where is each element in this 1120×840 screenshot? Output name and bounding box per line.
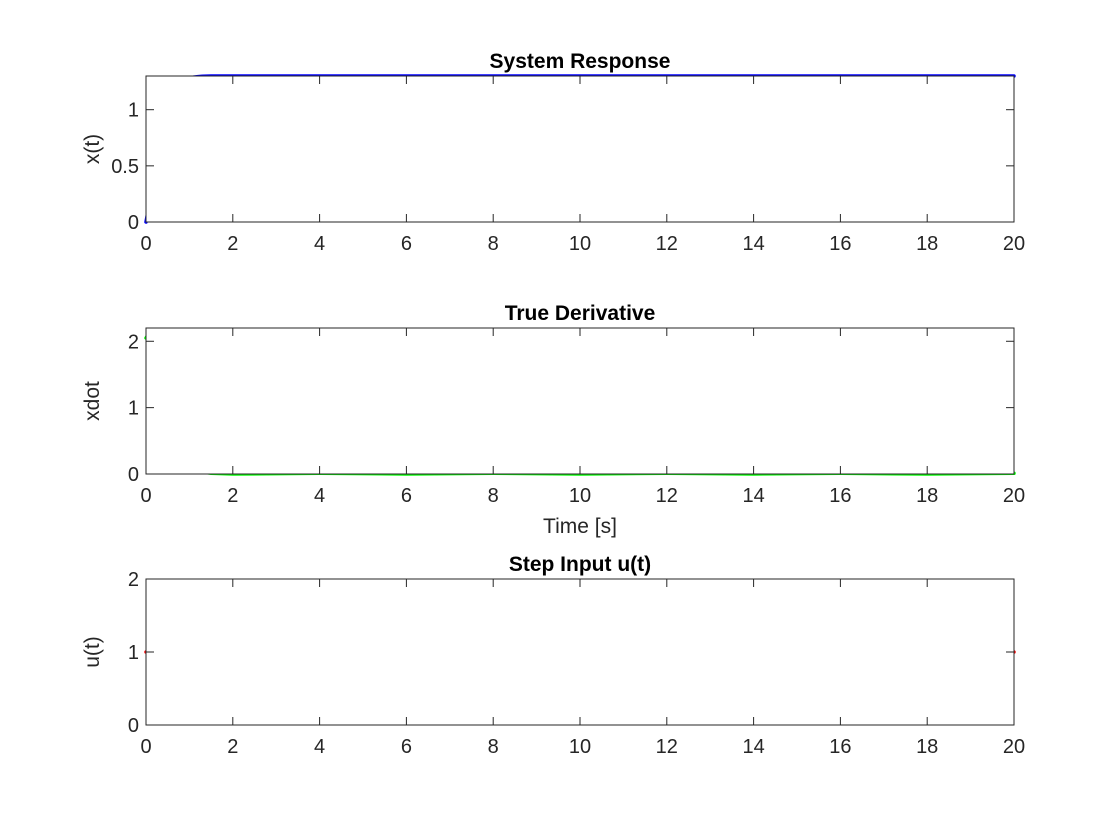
y-tick-label: 2 (128, 331, 139, 353)
y-tick-label: 0.5 (111, 156, 139, 178)
x-tick-label: 12 (656, 233, 678, 255)
x-tick-label: 10 (569, 233, 591, 255)
x-tick-label: 4 (314, 485, 325, 507)
x-tick-label: 12 (656, 485, 678, 507)
y-tick-label: 1 (128, 100, 139, 122)
x-tick-label: 4 (314, 233, 325, 255)
x-tick-label: 14 (742, 485, 764, 507)
x-tick-label: 0 (140, 736, 151, 758)
axes-box (145, 327, 1015, 475)
x-tick-label: 16 (829, 233, 851, 255)
x-tick-label: 2 (227, 736, 238, 758)
x-tick-label: 12 (656, 736, 678, 758)
x-tick-label: 14 (742, 736, 764, 758)
x-tick-label: 0 (140, 233, 151, 255)
x-tick-label: 2 (227, 485, 238, 507)
y-tick-label: 0 (128, 464, 139, 486)
x-tick-label: 6 (401, 233, 412, 255)
x-tick-label: 10 (569, 485, 591, 507)
y-axis-label: x(t) (81, 134, 104, 164)
subplot-title: Step Input u(t) (509, 553, 651, 576)
x-tick-label: 18 (916, 736, 938, 758)
x-tick-label: 16 (829, 736, 851, 758)
x-tick-label: 10 (569, 736, 591, 758)
x-tick-label: 6 (401, 736, 412, 758)
y-tick-label: 1 (128, 642, 139, 664)
y-axis-label: u(t) (81, 636, 104, 668)
x-tick-label: 18 (916, 485, 938, 507)
x-tick-label: 20 (1003, 736, 1025, 758)
x-tick-label: 4 (314, 736, 325, 758)
y-tick-label: 2 (128, 569, 139, 591)
y-axis-label: xdot (81, 381, 104, 421)
x-tick-label: 14 (742, 233, 764, 255)
x-tick-label: 0 (140, 485, 151, 507)
x-tick-label: 20 (1003, 233, 1025, 255)
subplot-title: System Response (490, 50, 671, 73)
x-axis-label: Time [s] (543, 515, 617, 538)
x-tick-label: 6 (401, 485, 412, 507)
x-tick-label: 8 (488, 233, 499, 255)
axes-box (145, 75, 1015, 223)
x-tick-label: 20 (1003, 485, 1025, 507)
x-tick-label: 8 (488, 485, 499, 507)
y-tick-label: 0 (128, 715, 139, 737)
axes-box (145, 578, 1015, 726)
x-tick-label: 8 (488, 736, 499, 758)
y-tick-label: 1 (128, 398, 139, 420)
x-tick-label: 2 (227, 233, 238, 255)
x-tick-label: 16 (829, 485, 851, 507)
x-tick-label: 18 (916, 233, 938, 255)
subplot-title: True Derivative (505, 302, 656, 325)
subplot-1: 0 2 4 6 8 10 12 14 16 18 20 0 0.5 1 System Response x(t… (81, 50, 1025, 255)
y-tick-label: 0 (128, 212, 139, 234)
